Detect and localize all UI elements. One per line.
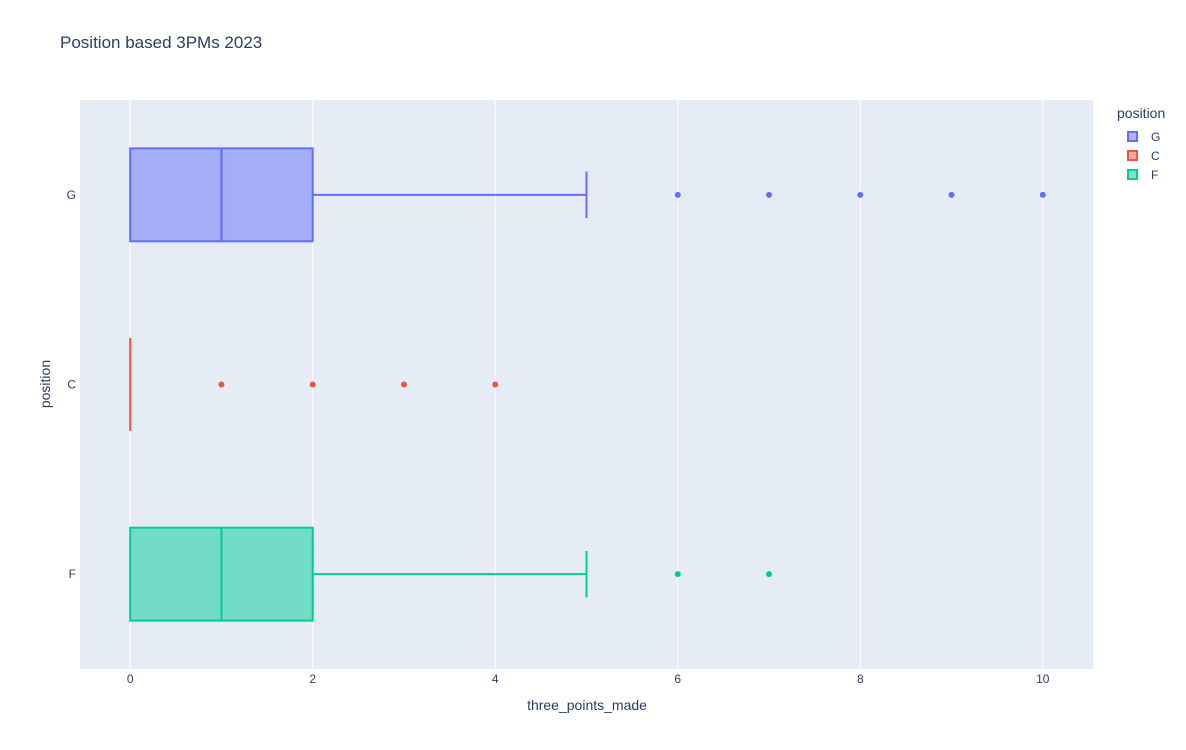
x-axis-label: three_points_made (527, 697, 647, 713)
outlier-point[interactable] (948, 191, 955, 198)
x-tick-label: 4 (492, 672, 499, 686)
legend-swatch (1127, 150, 1138, 161)
box-trace-c[interactable] (129, 338, 499, 431)
legend-label: F (1151, 167, 1159, 182)
x-tick-label: 10 (1036, 672, 1050, 686)
box-trace-f[interactable] (129, 526, 773, 622)
outlier-point[interactable] (674, 191, 681, 198)
x-tick-label: 2 (309, 672, 316, 686)
legend-swatch (1127, 131, 1138, 142)
outlier-point[interactable] (766, 571, 773, 578)
x-tick-label: 0 (127, 672, 134, 686)
outlier-point[interactable] (400, 381, 407, 388)
chart-title: Position based 3PMs 2023 (60, 33, 263, 52)
legend-item-f[interactable]: F (1117, 165, 1165, 184)
x-tick-label: 8 (857, 672, 864, 686)
y-tick-label: F (69, 567, 76, 581)
outlier-point[interactable] (766, 191, 773, 198)
outlier-point[interactable] (218, 381, 225, 388)
legend-label: C (1151, 148, 1160, 163)
outlier-point[interactable] (1039, 191, 1046, 198)
y-axis-label: position (37, 360, 53, 408)
x-tick-labels: 0 2 4 6 8 10 (127, 672, 1050, 686)
outlier-point[interactable] (857, 191, 864, 198)
x-tick-label: 6 (674, 672, 681, 686)
y-tick-label: G (67, 188, 76, 202)
outlier-point[interactable] (674, 571, 681, 578)
y-tick-label: C (67, 378, 76, 392)
y-tick-labels: G C F (67, 188, 77, 581)
box-traces (129, 147, 1046, 622)
legend-title: position (1117, 105, 1166, 121)
legend-item-g[interactable]: G (1117, 127, 1165, 146)
box-trace-g[interactable] (129, 147, 1046, 243)
legend-label: G (1151, 129, 1161, 144)
legend-swatch (1127, 169, 1138, 180)
outlier-point[interactable] (309, 381, 316, 388)
outlier-point[interactable] (492, 381, 499, 388)
legend-item-c[interactable]: C (1117, 146, 1165, 165)
